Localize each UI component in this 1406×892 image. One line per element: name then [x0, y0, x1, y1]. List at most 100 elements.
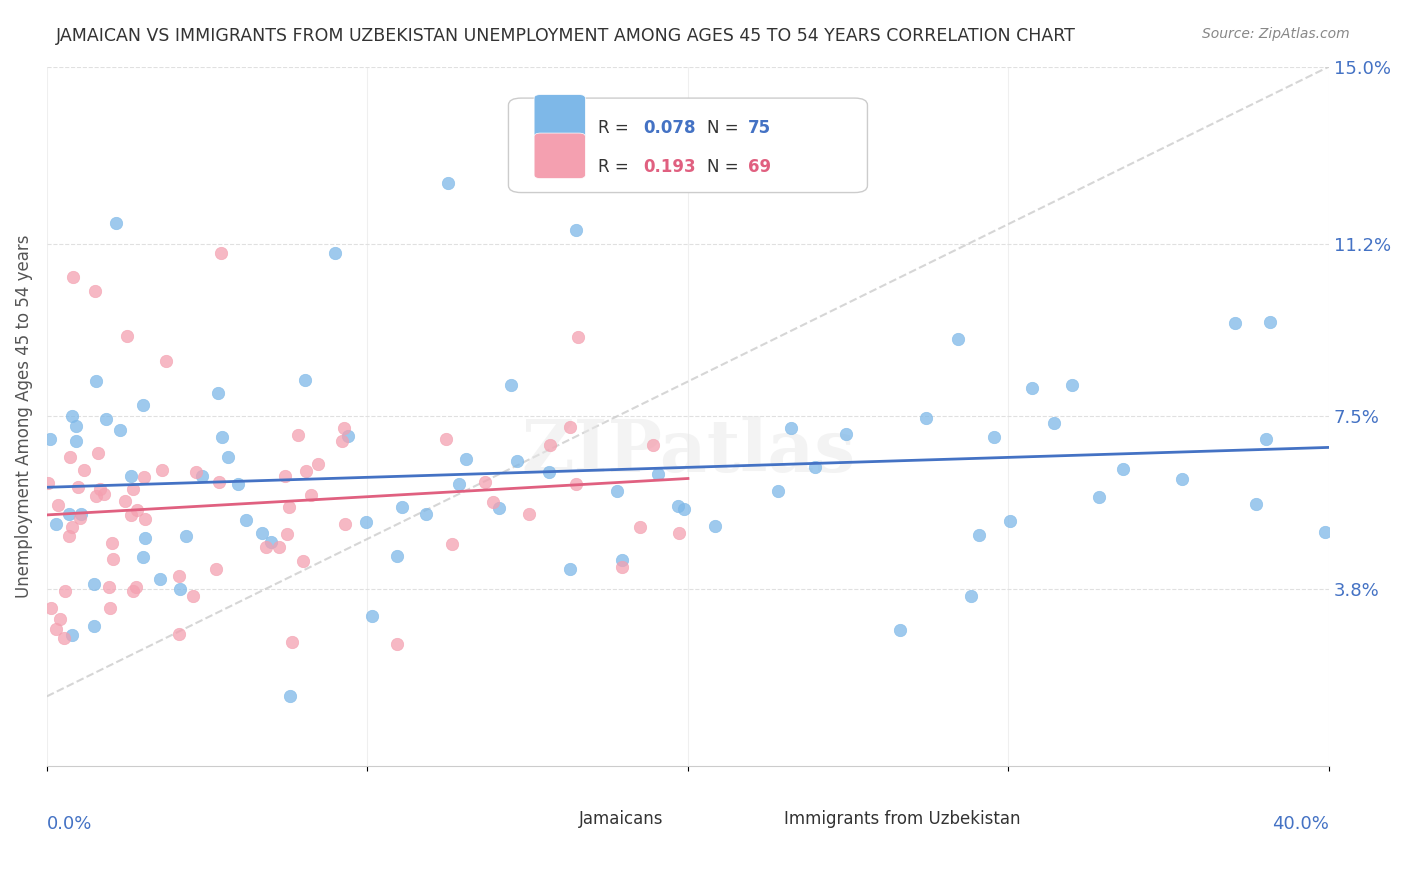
Point	[804, 459, 827, 474]
Point	[150, 463, 173, 477]
Point	[217, 450, 239, 464]
Point	[149, 572, 172, 586]
Point	[628, 520, 651, 534]
Point	[84, 489, 107, 503]
Point	[387, 637, 409, 651]
Point	[294, 373, 316, 387]
Point	[969, 527, 991, 541]
Point	[436, 176, 458, 190]
Point	[668, 526, 690, 541]
Text: Source: ZipAtlas.com: Source: ZipAtlas.com	[1202, 27, 1350, 41]
Point	[278, 690, 301, 704]
Point	[208, 475, 231, 489]
FancyBboxPatch shape	[534, 133, 585, 178]
Point	[122, 483, 145, 497]
Point	[62, 269, 84, 284]
Point	[186, 466, 208, 480]
Point	[209, 246, 232, 260]
Point	[1244, 498, 1267, 512]
Point	[703, 519, 725, 533]
Point	[889, 623, 911, 637]
Point	[269, 540, 291, 554]
Point	[766, 484, 789, 499]
Point	[779, 421, 801, 435]
Point	[125, 580, 148, 594]
Point	[70, 507, 93, 521]
Point	[361, 609, 384, 624]
Point	[287, 428, 309, 442]
Point	[52, 631, 75, 645]
Point	[612, 559, 634, 574]
Point	[108, 423, 131, 437]
Text: JAMAICAN VS IMMIGRANTS FROM UZBEKISTAN UNEMPLOYMENT AMONG AGES 45 TO 54 YEARS CO: JAMAICAN VS IMMIGRANTS FROM UZBEKISTAN U…	[56, 27, 1076, 45]
Point	[354, 515, 377, 529]
Point	[58, 529, 80, 543]
Point	[93, 487, 115, 501]
Point	[53, 584, 76, 599]
Point	[191, 468, 214, 483]
Point	[835, 427, 858, 442]
Point	[94, 412, 117, 426]
Point	[66, 480, 89, 494]
Point	[447, 477, 470, 491]
Point	[333, 420, 356, 434]
Text: 75: 75	[748, 119, 772, 137]
Point	[1062, 378, 1084, 392]
Point	[87, 446, 110, 460]
Point	[37, 475, 59, 490]
Point	[39, 433, 62, 447]
Point	[122, 584, 145, 599]
Point	[488, 500, 510, 515]
Point	[115, 328, 138, 343]
Text: 0.193: 0.193	[643, 158, 696, 176]
Point	[1254, 433, 1277, 447]
Point	[501, 378, 523, 392]
Point	[58, 507, 80, 521]
Point	[299, 488, 322, 502]
Point	[610, 552, 633, 566]
Point	[39, 600, 62, 615]
Point	[49, 612, 72, 626]
Point	[1021, 381, 1043, 395]
Point	[1258, 315, 1281, 329]
Point	[915, 411, 938, 425]
Y-axis label: Unemployment Among Ages 45 to 54 years: Unemployment Among Ages 45 to 54 years	[15, 235, 32, 599]
Point	[250, 526, 273, 541]
Point	[565, 223, 588, 237]
Point	[155, 353, 177, 368]
Text: ZIPatlas: ZIPatlas	[520, 416, 855, 487]
Point	[132, 398, 155, 412]
Text: 0.078: 0.078	[643, 119, 696, 137]
Point	[205, 562, 228, 576]
Point	[1087, 490, 1109, 504]
Point	[517, 508, 540, 522]
Point	[103, 551, 125, 566]
Point	[134, 469, 156, 483]
Point	[174, 529, 197, 543]
Point	[1223, 316, 1246, 330]
Point	[207, 385, 229, 400]
Point	[235, 513, 257, 527]
FancyBboxPatch shape	[534, 95, 585, 140]
Point	[295, 463, 318, 477]
Point	[260, 534, 283, 549]
Point	[132, 549, 155, 564]
Point	[84, 375, 107, 389]
Point	[83, 577, 105, 591]
Point	[169, 582, 191, 596]
Point	[560, 562, 582, 576]
Point	[105, 216, 128, 230]
Text: Immigrants from Uzbekistan: Immigrants from Uzbekistan	[785, 810, 1021, 828]
Point	[228, 476, 250, 491]
Point	[1171, 472, 1194, 486]
Point	[60, 628, 83, 642]
Point	[45, 517, 67, 532]
Point	[69, 511, 91, 525]
Point	[254, 540, 277, 554]
Point	[337, 428, 360, 442]
Point	[101, 536, 124, 550]
Point	[673, 502, 696, 516]
Point	[183, 589, 205, 603]
Point	[482, 495, 505, 509]
Point	[647, 467, 669, 481]
